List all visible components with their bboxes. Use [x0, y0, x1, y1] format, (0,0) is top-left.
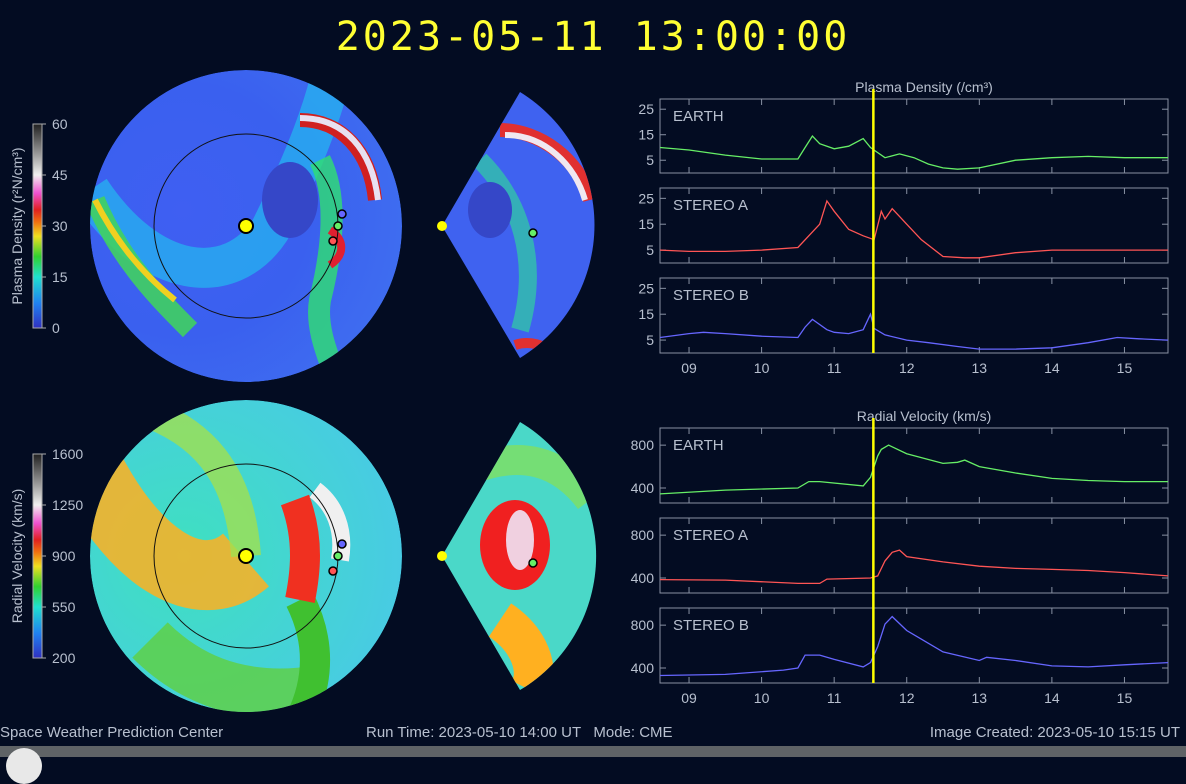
- chart-0-title: Plasma Density (/cm³): [855, 79, 993, 95]
- simulation-images: [90, 70, 597, 712]
- velocity-colorbar-tick-label: 1250: [52, 497, 83, 513]
- x-tick-label: 15: [1117, 690, 1133, 706]
- panel-label-earth: EARTH: [673, 108, 724, 125]
- series-line-earth: [659, 444, 1168, 495]
- y-tick-label: 400: [631, 660, 655, 676]
- y-tick-label: 25: [638, 190, 654, 206]
- panel-frame: [659, 98, 1169, 174]
- x-tick-label: 14: [1044, 360, 1060, 376]
- panel-label-stereo-a: STEREO A: [673, 197, 748, 214]
- sun-marker: [437, 551, 447, 561]
- y-tick-label: 5: [646, 242, 654, 258]
- earth-marker: [528, 228, 538, 238]
- y-tick-label: 25: [638, 101, 654, 117]
- panel-frame: [659, 427, 1169, 504]
- y-tick-label: 25: [638, 280, 654, 296]
- x-tick-label: 12: [899, 360, 915, 376]
- panel-frame: [659, 607, 1169, 684]
- panel-label-stereo-a: STEREO A: [673, 527, 748, 544]
- chart-1-title: Radial Velocity (km/s): [857, 408, 992, 424]
- x-tick-label: 13: [972, 360, 988, 376]
- y-tick-label: 400: [631, 570, 655, 586]
- x-tick-label: 14: [1044, 690, 1060, 706]
- velocity-colorbar-tick-label: 1600: [52, 446, 83, 462]
- earth-marker: [528, 558, 538, 568]
- density-colorbar-tick-label: 60: [52, 116, 68, 132]
- density-colorbar-tick-label: 30: [52, 218, 68, 234]
- series-line-earth: [659, 134, 1168, 170]
- sun-marker: [238, 218, 254, 234]
- density-colorbar-label: Plasma Density (r²N/cm³): [9, 147, 25, 304]
- x-tick-label: 09: [681, 690, 697, 706]
- sun-marker: [238, 548, 254, 564]
- y-tick-label: 800: [631, 527, 655, 543]
- toolbar-button[interactable]: [6, 748, 42, 784]
- x-tick-label: 13: [972, 690, 988, 706]
- bottom-toolbar: [0, 746, 1186, 757]
- series-line-stereo-b: [659, 312, 1169, 350]
- y-tick-label: 15: [638, 216, 654, 232]
- panel-frame: [659, 517, 1169, 594]
- stereo-b-marker: [337, 209, 347, 219]
- earth-marker: [333, 551, 343, 561]
- panel-frame: [659, 277, 1169, 354]
- footer: Space Weather Prediction Center Run Time…: [0, 724, 1186, 746]
- velocity-colorbar-tick-label: 200: [52, 650, 76, 666]
- footer-left: Space Weather Prediction Center: [0, 724, 224, 741]
- stereo-b-marker: [337, 539, 347, 549]
- panel-label-stereo-b: STEREO B: [673, 287, 749, 304]
- density-colorbar-tick-label: 45: [52, 167, 68, 183]
- velocity-colorbar-tick-label: 550: [52, 599, 76, 615]
- x-tick-label: 10: [754, 690, 770, 706]
- colorbars: Plasma Density (r²N/cm³) Radial Velocity…: [9, 116, 83, 666]
- y-tick-label: 400: [631, 480, 655, 496]
- y-tick-label: 5: [646, 332, 654, 348]
- y-tick-label: 800: [631, 437, 655, 453]
- earth-marker: [333, 221, 343, 231]
- time-series-charts: Plasma Density (/cm³) 5 15 25 EARTH 5 15 25 STER…: [631, 79, 1169, 706]
- y-tick-label: 15: [638, 127, 654, 143]
- x-tick-label: 11: [827, 360, 842, 376]
- footer-right: Image Created: 2023-05-10 15:15 UT: [929, 724, 1180, 741]
- footer-center: Run Time: 2023-05-10 14:00 UT Mode: CME: [366, 724, 673, 741]
- x-tick-label: 10: [754, 360, 770, 376]
- density-colorbar-tick-label: 15: [52, 269, 68, 285]
- series-line-stereo-a: [659, 549, 1169, 585]
- sun-marker: [437, 221, 447, 231]
- velocity-colorbar-label: Radial Velocity (km/s): [9, 489, 25, 624]
- y-tick-label: 15: [638, 306, 654, 322]
- series-line-stereo-b: [659, 615, 1169, 677]
- velocity-colorbar-tick-label: 900: [52, 548, 76, 564]
- x-tick-label: 15: [1117, 360, 1133, 376]
- density-colorbar-tick-label: 0: [52, 320, 60, 336]
- series-line-stereo-a: [659, 199, 1168, 259]
- stereo-a-marker: [328, 236, 338, 246]
- x-tick-label: 12: [899, 690, 915, 706]
- stereo-a-marker: [328, 566, 338, 576]
- panel-frame: [659, 187, 1169, 264]
- panel-label-earth: EARTH: [673, 437, 724, 454]
- y-tick-label: 800: [631, 617, 655, 633]
- x-tick-label: 09: [681, 360, 697, 376]
- y-tick-label: 5: [646, 152, 654, 168]
- chart-title: 2023-05-11 13:00:00: [335, 14, 851, 60]
- x-tick-label: 11: [827, 690, 842, 706]
- panel-label-stereo-b: STEREO B: [673, 617, 749, 634]
